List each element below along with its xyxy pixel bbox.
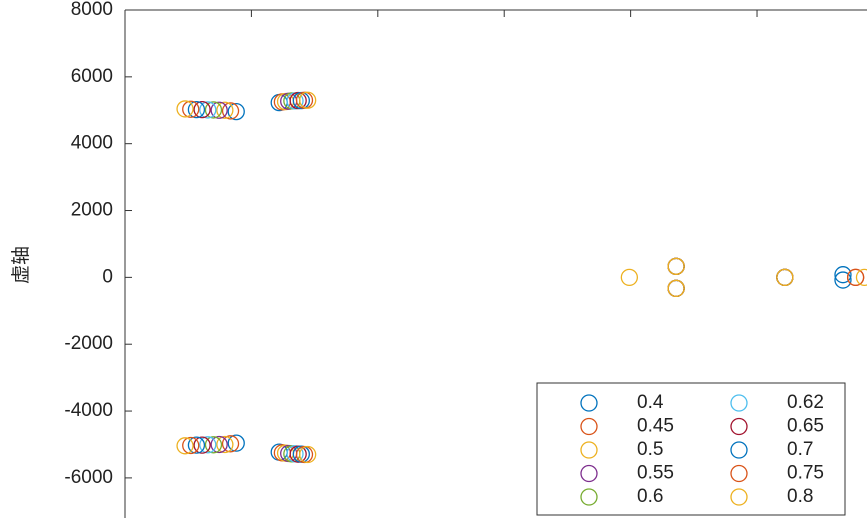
y-tick-label: 6000 <box>71 66 113 87</box>
plot-area <box>176 91 867 464</box>
point <box>227 434 245 452</box>
y-tick-label: -4000 <box>64 400 113 421</box>
point <box>182 100 200 118</box>
point <box>221 435 240 453</box>
legend-marker <box>730 417 748 436</box>
legend-label: 0.6 <box>637 486 663 507</box>
point <box>216 435 234 454</box>
legend-label: 0.62 <box>787 392 824 413</box>
y-tick-label: -2000 <box>64 333 113 354</box>
point <box>210 101 228 119</box>
legend-label: 0.5 <box>637 439 663 460</box>
point <box>182 436 200 455</box>
legend-marker <box>580 488 598 506</box>
legend-label: 0.7 <box>787 439 813 460</box>
point <box>193 100 211 119</box>
point <box>176 100 194 118</box>
point <box>193 436 211 454</box>
y-tick-label: 2000 <box>71 200 113 221</box>
point <box>216 101 234 119</box>
point <box>299 445 317 464</box>
y-tick-label: 8000 <box>71 0 113 20</box>
legend-box <box>536 382 846 516</box>
point <box>834 271 852 289</box>
point <box>199 436 217 454</box>
point <box>834 266 852 284</box>
point <box>204 436 223 454</box>
point <box>199 101 217 119</box>
point <box>855 268 867 287</box>
legend-marker <box>580 394 598 412</box>
legend-label: 0.45 <box>637 416 674 437</box>
y-axis-label: 虚轴 <box>10 246 32 284</box>
legend-marker <box>580 464 598 483</box>
y-tick-label: 0 <box>102 266 113 287</box>
point <box>227 102 245 121</box>
legend-marker <box>730 441 748 459</box>
legend-marker <box>730 488 748 506</box>
legend-label: 0.4 <box>637 392 664 413</box>
legend-label: 0.75 <box>787 463 824 484</box>
legend-marker <box>730 464 748 483</box>
point <box>299 91 317 109</box>
point <box>176 437 194 455</box>
point <box>620 268 639 287</box>
point <box>776 268 794 287</box>
point <box>210 435 228 454</box>
legend-label: 0.8 <box>787 486 813 507</box>
legend-label: 0.55 <box>637 463 674 484</box>
point <box>667 257 685 275</box>
legend-label: 0.65 <box>787 416 824 437</box>
point <box>187 436 206 454</box>
legend-marker <box>580 441 598 459</box>
y-tick-label: -6000 <box>64 467 113 488</box>
point <box>187 100 206 119</box>
y-tick-label: 4000 <box>71 133 113 154</box>
legend-marker <box>580 417 598 436</box>
legend-marker <box>730 394 748 412</box>
point <box>667 279 685 298</box>
point <box>846 268 865 287</box>
point <box>204 101 223 119</box>
point <box>221 102 240 120</box>
